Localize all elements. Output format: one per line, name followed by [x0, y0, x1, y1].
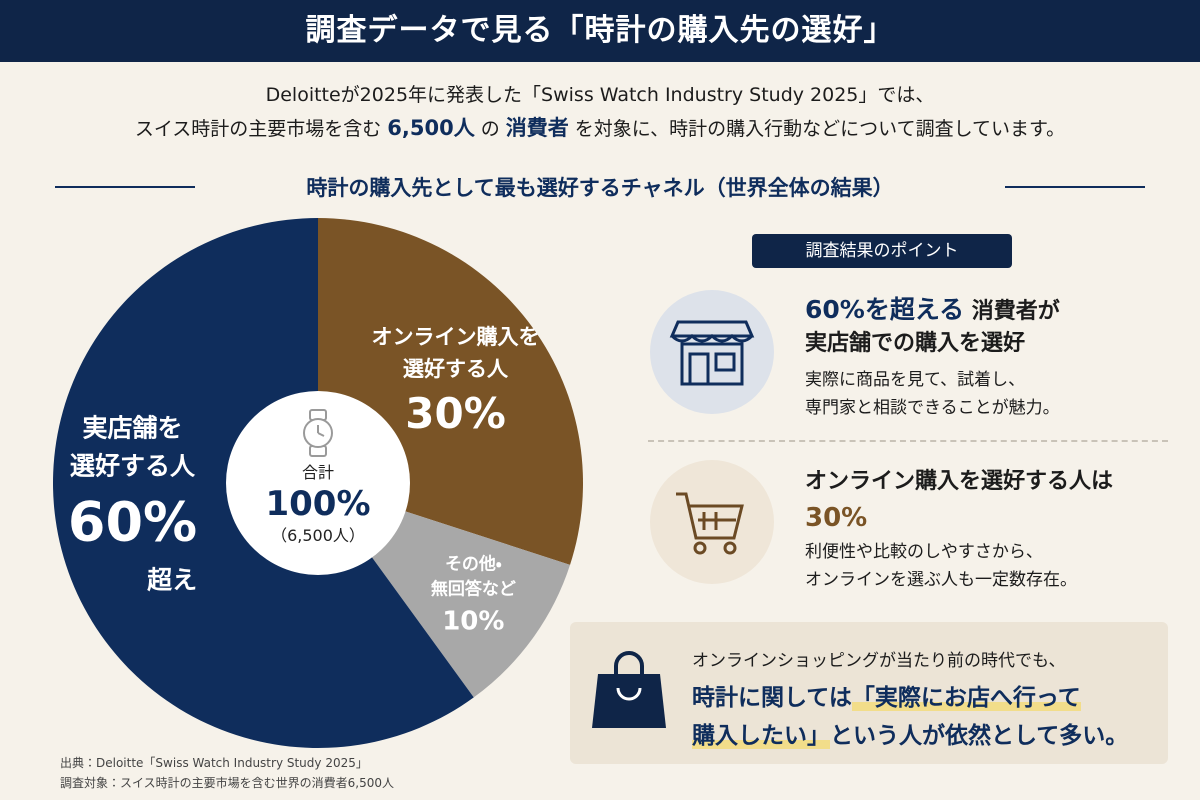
divider: [648, 440, 1168, 442]
point-head: 60%を超える 消費者が: [805, 294, 1060, 328]
heading-rule: [1005, 186, 1145, 188]
points-badge: 調査結果のポイント: [752, 234, 1012, 268]
bag-icon: [592, 651, 666, 728]
conclusion-box: オンラインショッピングが当たり前の時代でも、 時計に関しては「実際にお店へ行って…: [570, 622, 1168, 764]
heading-rule: [55, 186, 195, 188]
store-icon: [669, 320, 755, 386]
center-note: （6,500人）: [271, 525, 365, 545]
pie-center-text: 合計 100% （6,500人）: [238, 463, 398, 546]
center-total: 100%: [265, 484, 371, 524]
conclusion-line: 時計に関しては「実際にお店へ行って: [692, 678, 1081, 712]
point-head: オンライン購入を選好する人は: [805, 469, 1114, 494]
icon-circle: [650, 460, 774, 584]
point-emphasis: 60%を超える: [805, 295, 965, 324]
slice-value-label: 60%: [67, 490, 198, 554]
conclusion-highlight: 購入したい」: [692, 723, 830, 749]
intro-text: の: [480, 118, 500, 140]
slice-category: オンライン購入を 選好する人: [371, 325, 540, 381]
title: 調査データで見る「時計の購入先の選好」: [305, 13, 895, 48]
slice-category: 実店舗を 選好する人: [70, 413, 196, 481]
slice-label: 実店舗を 選好する人 60% 超え: [68, 410, 197, 597]
intro-emphasis: 6,500人: [387, 116, 475, 140]
point: オンライン購入を選好する人は 30% 利便性や比較のしやすさから、 オンラインを…: [805, 466, 1113, 594]
slice-annotation: 超え: [147, 565, 198, 595]
watch-icon: [303, 409, 333, 457]
source-note: 出典：Deloitte「Swiss Watch Industry Study 2…: [60, 756, 368, 770]
cart-icon: [676, 492, 744, 555]
conclusion-text: 時計に関しては: [692, 685, 852, 711]
slice-label: その他・ 無回答など 10%: [431, 552, 516, 639]
intro-text: を対象に、時計の購入行動などについて調査しています。: [574, 118, 1066, 140]
point-head: 実店舗での購入を選好: [805, 331, 1026, 356]
slice-value-label: 10%: [442, 606, 505, 637]
point: 60%を超える 消費者が 実店舗での購入を選好 実際に商品を見て、試着し、 専門…: [805, 294, 1060, 422]
point-body: 利便性や比較のしやすさから、 オンラインを選ぶ人も一定数存在。: [805, 542, 1077, 590]
center-label: 合計: [301, 463, 334, 482]
intro-line: スイス時計の主要市場を含む 6,500人の消費者 を対象に、時計の購入行動などについ…: [0, 112, 1200, 142]
point-text: 消費者が: [971, 299, 1060, 324]
conclusion-line: オンラインショッピングが当たり前の時代でも、: [692, 651, 1066, 671]
pie-center: [226, 391, 410, 575]
slice-value-label: 30%: [405, 389, 506, 439]
icon-circle: [650, 290, 774, 414]
point-body: 実際に商品を見て、試着し、 専門家と相談できることが魅力。: [805, 370, 1060, 418]
intro-line: Deloitteが2025年に発表した「Swiss Watch Industry…: [265, 84, 935, 106]
point-emphasis: 30%: [805, 503, 868, 533]
intro-emphasis: 消費者: [505, 116, 569, 140]
section-title: 時計の購入先として最も選好するチャネル（世界全体の結果）: [306, 176, 894, 200]
target-note: 調査対象：スイス時計の主要市場を含む世界の消費者6,500人: [60, 776, 394, 790]
title-bar: 調査データで見る「時計の購入先の選好」: [0, 0, 1200, 62]
slice-category: その他・ 無回答など: [430, 554, 516, 600]
conclusion-line: 購入したい」という人が依然として多い。: [692, 716, 1128, 750]
slice-label: オンライン購入を 選好する人 30%: [372, 322, 540, 444]
conclusion-text: という人が依然として多い。: [830, 723, 1129, 749]
conclusion-highlight: 「実際にお店へ行って: [851, 685, 1081, 711]
intro-text: スイス時計の主要市場を含む: [134, 118, 382, 140]
